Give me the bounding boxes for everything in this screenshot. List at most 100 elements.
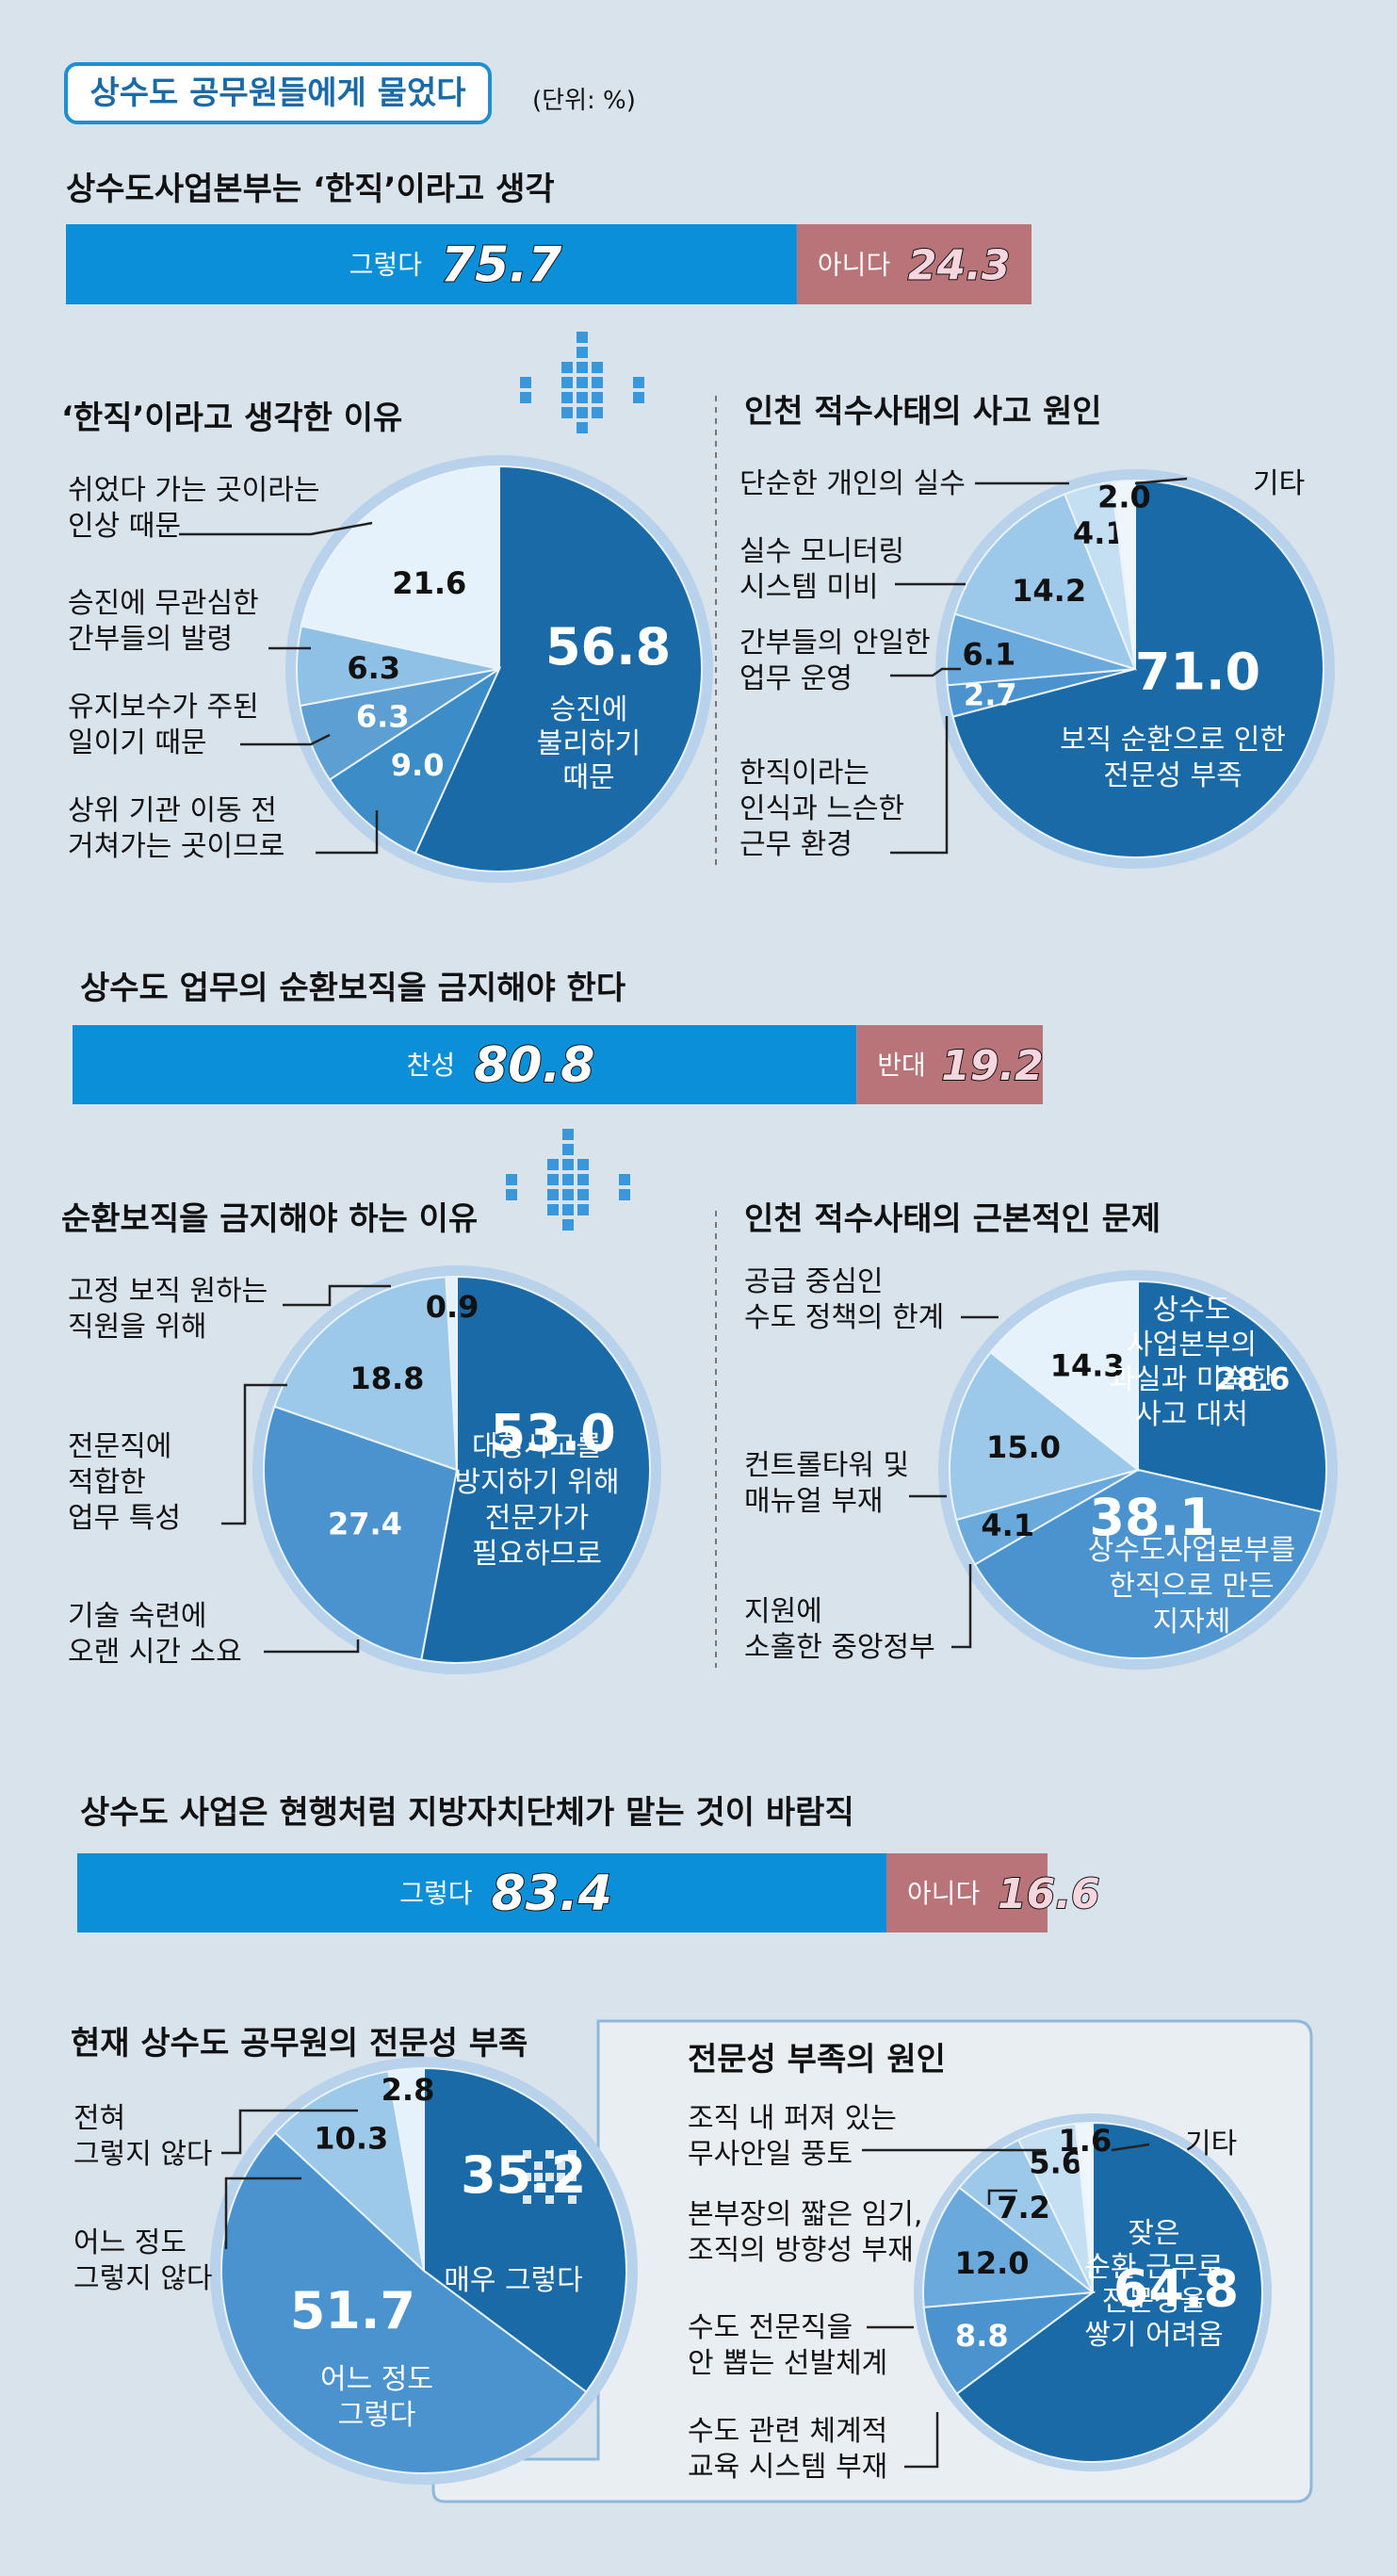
page-title: 상수도 공무원들에게 물었다 xyxy=(89,74,465,112)
pie-slice xyxy=(1137,1280,1327,1513)
bar3: 그렇다 83.4 아니다 16.6 xyxy=(77,1853,1101,1932)
pie-slice xyxy=(445,1275,458,1471)
arrow-dot xyxy=(547,1159,559,1170)
pie-value-label: 71.0 xyxy=(1135,642,1260,701)
arrow-dot xyxy=(577,392,588,403)
arrow-dot xyxy=(619,1189,630,1200)
pie6-main-label: 잦은 순환 근무로 전문성을 쌓기 어려움 xyxy=(1084,2217,1224,2352)
leader-line xyxy=(221,2109,358,2155)
pie-value-label: 10.3 xyxy=(314,2120,388,2156)
bar-no-label: 아니다 xyxy=(907,1878,980,1909)
pie-value-label: 6.1 xyxy=(963,637,1016,673)
arrow-dot xyxy=(562,1189,574,1200)
leader-line xyxy=(179,521,373,536)
bar-segment-yes xyxy=(66,224,797,304)
pie-slice xyxy=(1074,2121,1094,2293)
pie-value-label: 53.0 xyxy=(490,1403,615,1462)
pie-value-label: 4.1 xyxy=(981,1508,1034,1543)
arrow-dot xyxy=(562,1219,574,1231)
bar-segment-yes xyxy=(73,1025,857,1104)
leader-line xyxy=(890,667,961,677)
pie6-title: 전문성 부족의 원인 xyxy=(688,2041,946,2079)
leader-line xyxy=(1111,2143,1150,2152)
pie4-main-label: 상수도 사업본부의 과실과 미숙한 사고 대처 xyxy=(1109,1294,1274,1431)
pie-slice xyxy=(414,465,703,872)
leader-line xyxy=(264,1639,360,1654)
leader-line xyxy=(240,733,331,746)
leader-line xyxy=(1134,477,1188,485)
pie3: 53.0 27.4 18.8 0.9 xyxy=(252,1265,661,1674)
arrow-dot xyxy=(561,407,573,418)
pie-value-label: 28.6 xyxy=(1215,1361,1290,1397)
pie3-label: 전문직에 적합한 업무 특성 xyxy=(68,1430,181,1535)
grid-dot xyxy=(523,2195,531,2204)
grid-dot xyxy=(545,2150,554,2159)
leader-line xyxy=(283,1284,391,1307)
grid-dot xyxy=(568,2150,577,2159)
arrow-dot xyxy=(547,1189,559,1200)
arrow-dot xyxy=(577,1174,589,1185)
arrow-dot xyxy=(506,1174,517,1185)
pie-value-label: 7.2 xyxy=(997,2190,1050,2225)
arrow-dot xyxy=(561,392,573,403)
pie5-label: 전혀 그렇지 않다 xyxy=(73,2102,213,2171)
leader-line xyxy=(221,1383,287,1525)
grid-dot xyxy=(545,2173,554,2181)
arrow-dot xyxy=(547,1174,559,1185)
arrow-dot xyxy=(577,1189,589,1200)
pie3-title: 순환보직을 금지해야 하는 이유 xyxy=(61,1200,478,1238)
pie2-title: 인천 적수사태의 사고 원인 xyxy=(744,393,1102,431)
pie-slice xyxy=(300,465,500,671)
bar3-title: 상수도 사업은 현행처럼 지방자치단체가 맡는 것이 바람직 xyxy=(80,1794,854,1832)
pie2-label: 단순한 개인의 실수 xyxy=(739,467,966,500)
pie-slice xyxy=(955,2121,1263,2463)
pie-value-label: 14.2 xyxy=(1012,573,1086,609)
pie2-label: 간부들의 안일한 업무 운영 xyxy=(739,627,931,695)
pie4-label: 지원에 소홀한 중앙정부 xyxy=(744,1595,935,1664)
bar-yes-value: 83.4 xyxy=(492,1866,612,1922)
pie1-main-label: 승진에 불리하기 때문 xyxy=(537,693,641,794)
arrow-dot xyxy=(577,332,588,343)
arrow-dot xyxy=(619,1174,630,1185)
bar1-title: 상수도사업본부는 ‘한직’이라고 생각 xyxy=(66,171,555,208)
pie6-label: 수도 전문직을 안 뽑는 선발체계 xyxy=(688,2311,887,2380)
arrow-dot xyxy=(577,347,588,358)
pie-value-label: 51.7 xyxy=(290,2281,415,2340)
bar-segment-yes xyxy=(77,1853,887,1932)
arrow-dot xyxy=(577,1159,589,1170)
leader-line xyxy=(904,2412,939,2469)
leader-line xyxy=(987,2189,1017,2205)
pie3-label: 기술 숙련에 오랜 시간 소요 xyxy=(68,1600,242,1669)
pie-value-label: 64.8 xyxy=(1113,2258,1239,2318)
pie-value-label: 6.3 xyxy=(356,698,410,734)
leader-line xyxy=(890,716,949,855)
arrow-dot xyxy=(592,377,603,388)
pie-slice xyxy=(387,2066,425,2272)
leader-line xyxy=(224,2177,301,2249)
pie-value-label: 27.4 xyxy=(328,1507,402,1542)
pie-slice xyxy=(949,1350,1141,1522)
arrow-dot xyxy=(633,377,644,388)
bar2: 찬성 80.8 반대 19.2 xyxy=(73,1025,1045,1104)
arrow-dot xyxy=(577,422,588,433)
pie2-label: 실수 모니터링 시스템 미비 xyxy=(739,535,904,604)
pie4-label: 컨트롤타워 및 매뉴얼 부재 xyxy=(744,1449,909,1518)
arrow-dot xyxy=(520,392,531,403)
pie-slice xyxy=(423,2066,627,2393)
unit-label: (단위: %) xyxy=(532,87,636,115)
pie2: 71.02.76.114.24.12.0 xyxy=(935,469,1335,869)
pie-slice xyxy=(220,2131,588,2474)
bar-yes-label: 찬성 xyxy=(407,1050,456,1081)
pie-slice xyxy=(263,1405,459,1661)
arrow-dot xyxy=(577,362,588,373)
bar-yes-label: 그렇다 xyxy=(399,1878,472,1909)
bar1: 그렇다 75.7 아니다 24.3 xyxy=(66,224,1032,304)
grid-dot xyxy=(557,2173,565,2181)
pie-value-label: 56.8 xyxy=(545,617,671,677)
arrow-dot xyxy=(577,377,588,388)
grid-dot xyxy=(523,2173,531,2181)
leader-line xyxy=(316,810,379,855)
pie6: 64.88.812.07.25.61.6 xyxy=(914,2113,1272,2471)
arrow-dot xyxy=(562,1129,574,1140)
